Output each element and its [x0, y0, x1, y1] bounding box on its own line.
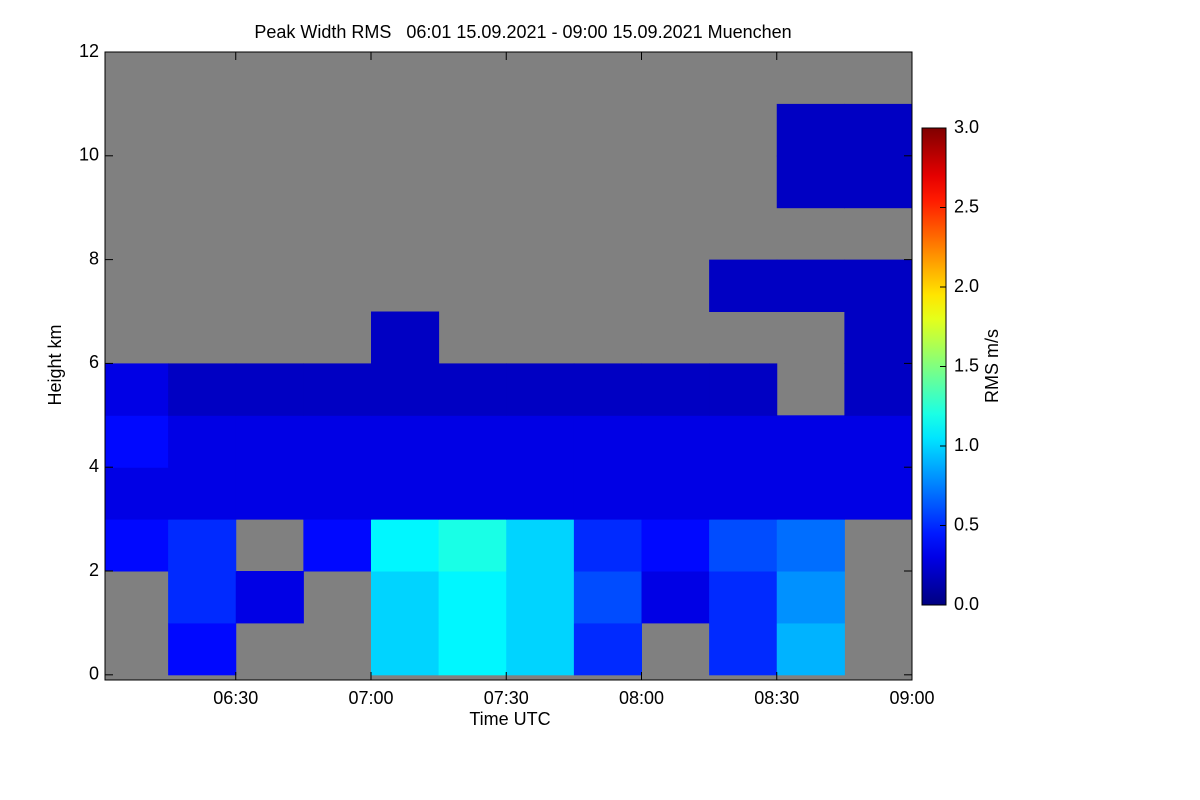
heat-cell: [438, 363, 507, 416]
heat-cell: [370, 571, 440, 624]
x-axis-label: Time UTC: [469, 709, 550, 729]
heat-cell: [641, 467, 710, 520]
colorbar-tick-label: 2.5: [954, 196, 979, 216]
heat-cell: [235, 467, 304, 520]
heat-cell: [573, 363, 642, 416]
heat-cell: [506, 467, 575, 520]
colorbar-tick-label: 0.0: [954, 594, 979, 614]
x-tick-label: 09:00: [889, 688, 934, 708]
heat-cell: [709, 415, 778, 468]
heat-cell: [641, 363, 710, 416]
heat-cell: [438, 571, 507, 624]
heat-cell: [506, 622, 575, 676]
heat-cell: [370, 363, 440, 416]
y-tick-label: 8: [89, 248, 99, 268]
heat-cell: [438, 467, 507, 520]
y-tick-label: 10: [79, 145, 99, 165]
heat-cell: [709, 363, 778, 416]
colorbar-tick-label: 0.5: [954, 514, 979, 534]
heat-cell: [776, 571, 845, 624]
heat-cell: [709, 467, 778, 520]
heat-cell: [573, 467, 642, 520]
x-tick-label: 07:30: [484, 688, 529, 708]
y-tick-label: 4: [89, 456, 99, 476]
heat-cell: [105, 415, 169, 468]
heat-cell: [438, 415, 507, 468]
heat-cell: [776, 103, 845, 157]
heat-cell: [844, 155, 913, 209]
heat-cell: [709, 571, 778, 624]
heat-cell: [641, 519, 710, 572]
heat-cell: [844, 363, 913, 416]
heat-cell: [844, 103, 913, 157]
heat-cell: [776, 415, 845, 468]
heat-cell: [370, 622, 440, 676]
heat-cell: [105, 363, 169, 416]
heat-cell: [573, 622, 642, 676]
heat-cell: [573, 415, 642, 468]
heat-cell: [506, 519, 575, 572]
heat-cell: [235, 415, 304, 468]
y-axis-label: Height km: [45, 324, 65, 405]
heat-cell: [168, 519, 237, 572]
heat-cell: [370, 311, 440, 364]
heat-cell: [303, 415, 372, 468]
y-tick-label: 6: [89, 352, 99, 372]
heat-cell: [438, 622, 507, 676]
x-tick-label: 08:00: [619, 688, 664, 708]
heat-cell: [573, 519, 642, 572]
heat-cell: [438, 519, 507, 572]
heat-cell: [709, 519, 778, 572]
colorbar-tick-label: 3.0: [954, 117, 979, 137]
y-tick-label: 2: [89, 560, 99, 580]
heat-cell: [303, 363, 372, 416]
heat-cell: [235, 363, 304, 416]
heat-cell: [844, 311, 913, 364]
heat-cell: [506, 415, 575, 468]
heat-cell: [370, 519, 440, 572]
heat-cell: [506, 363, 575, 416]
heat-cell: [105, 467, 169, 520]
chart-title: Peak Width RMS 06:01 15.09.2021 - 09:00 …: [254, 22, 791, 42]
x-tick-label: 08:30: [754, 688, 799, 708]
heat-cell: [844, 259, 913, 313]
heat-cell: [235, 571, 304, 624]
heat-cell: [370, 415, 440, 468]
heat-cell: [844, 467, 913, 520]
heat-cell: [776, 622, 845, 676]
heat-cell: [370, 467, 440, 520]
x-tick-label: 07:00: [348, 688, 393, 708]
heat-cell: [105, 519, 169, 572]
heat-cell: [303, 519, 372, 572]
y-tick-label: 12: [79, 41, 99, 61]
colorbar-tick-label: 1.5: [954, 355, 979, 375]
heat-cell: [641, 415, 710, 468]
heat-cell: [709, 259, 778, 313]
y-tick-label: 0: [89, 664, 99, 684]
colorbar-tick-label: 1.0: [954, 435, 979, 455]
heat-cell: [506, 571, 575, 624]
heat-cell: [168, 571, 237, 624]
heat-cell: [303, 467, 372, 520]
x-tick-label: 06:30: [213, 688, 258, 708]
heat-cell: [168, 622, 237, 676]
colorbar-tick-label: 2.0: [954, 276, 979, 296]
heat-cell: [776, 467, 845, 520]
heat-cell: [776, 155, 845, 209]
heat-cell: [168, 415, 237, 468]
heat-cell: [641, 571, 710, 624]
heat-cell: [168, 467, 237, 520]
heat-cell: [709, 622, 778, 676]
heat-cell: [168, 363, 237, 416]
heat-cell: [776, 259, 845, 313]
heat-cell: [573, 571, 642, 624]
plot-frame: [104, 51, 913, 681]
colorbar-label: RMS m/s: [982, 329, 1002, 403]
heat-cell: [844, 415, 913, 468]
heat-cell: [776, 519, 845, 572]
